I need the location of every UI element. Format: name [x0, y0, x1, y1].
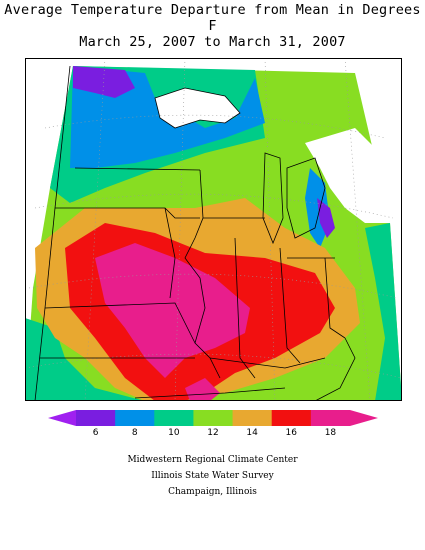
legend-swatch	[154, 410, 194, 426]
legend-swatch	[232, 410, 273, 426]
legend-tick-label: 16	[285, 428, 298, 438]
legend-tick-label: 12	[207, 428, 219, 438]
legend-swatch	[115, 410, 155, 426]
legend-swatch	[271, 410, 312, 426]
temperature-map	[25, 58, 402, 401]
zone-10-12-south	[25, 318, 145, 401]
legend-tip-low	[48, 410, 76, 426]
graticule	[25, 58, 402, 401]
legend-tick-label: 8	[131, 428, 138, 438]
legend-tick-label: 14	[246, 428, 258, 438]
map-graphic	[25, 58, 402, 401]
credit-line-3: Champaign, Illinois	[168, 487, 257, 497]
lake-huron-ontario	[305, 128, 390, 223]
map-frame	[25, 58, 402, 401]
zone-10-12-east	[365, 223, 402, 401]
legend-swatch	[310, 410, 350, 426]
legend-tick-label: 10	[168, 428, 180, 438]
legend-swatch	[76, 410, 116, 426]
credits: Midwestern Regional Climate Center Illin…	[0, 452, 425, 500]
zone-18-plus-south	[185, 378, 220, 401]
color-legend: 6 8 10 12 14 16 18	[48, 410, 378, 446]
zone-6-8	[73, 66, 135, 98]
legend-swatch	[193, 410, 234, 426]
title-line-1: Average Temperature Departure from Mean …	[4, 2, 421, 34]
zone-6-8-east	[317, 198, 335, 238]
title-line-2: March 25, 2007 to March 31, 2007	[79, 34, 346, 50]
zone-18-plus	[95, 243, 250, 378]
legend-bar	[48, 410, 378, 426]
lake-superior	[155, 88, 240, 128]
legend-tip-high	[350, 410, 378, 426]
map-title: Average Temperature Departure from Mean …	[0, 2, 425, 50]
credit-line-1: Midwestern Regional Climate Center	[127, 455, 298, 465]
legend-tick-label: 6	[92, 428, 99, 438]
state-boundaries	[34, 65, 356, 401]
credit-line-2: Illinois State Water Survey	[151, 471, 274, 481]
legend-tick-label: 18	[324, 428, 337, 438]
